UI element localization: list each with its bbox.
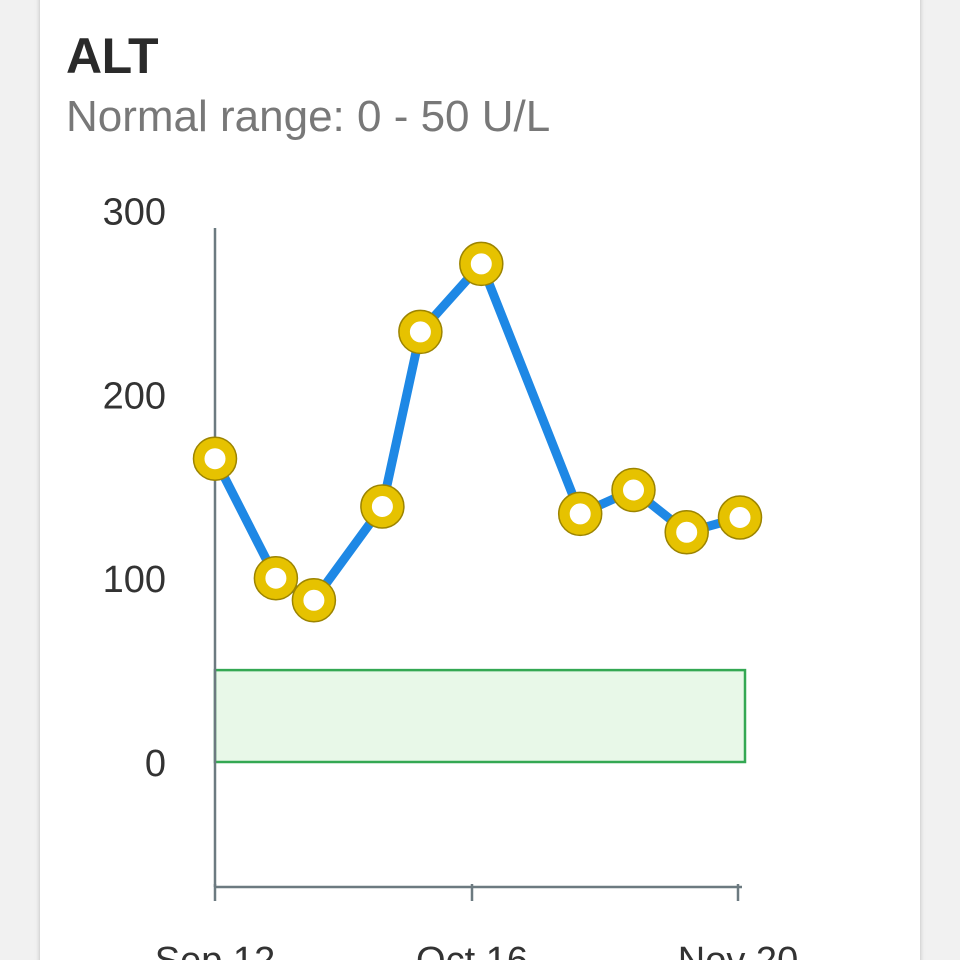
data-point[interactable] (292, 578, 336, 622)
y-tick-labels: 0 100 200 300 (103, 192, 166, 785)
data-point[interactable] (398, 310, 442, 354)
data-point-outline (398, 309, 443, 355)
data-point-outline (291, 578, 337, 623)
data-point-outline (360, 484, 405, 529)
y-tick-label: 300 (103, 192, 166, 234)
series-line (210, 259, 745, 605)
data-point-outline (253, 555, 299, 601)
normal-range-subtitle: Normal range: 0 - 50 U/L (66, 92, 551, 141)
data-point[interactable] (459, 242, 503, 286)
x-tick-label: Sep 12 (155, 940, 275, 960)
data-point-outline (717, 495, 763, 540)
data-point-outline (459, 241, 504, 287)
y-tick-label: 200 (103, 375, 166, 417)
data-point[interactable] (718, 496, 762, 539)
x-tick-label: Oct 16 (416, 940, 528, 960)
x-tick-label: Nov 20 (678, 940, 798, 960)
data-point[interactable] (254, 556, 298, 600)
data-point[interactable] (612, 468, 655, 512)
x-ticks: Sep 12 Oct 16 Nov 20 (155, 884, 798, 960)
alt-line-chart: 0 100 200 300 Sep 12 Oct 16 Nov 20 (103, 192, 799, 960)
data-points (192, 241, 763, 623)
data-point-outline (611, 467, 656, 513)
data-point[interactable] (665, 510, 709, 554)
data-point-outline (664, 510, 709, 555)
normal-range-band (213, 668, 747, 764)
alt-lab-card[interactable]: ALT Normal range: 0 - 50 U/L 0 100 200 300 … (40, 0, 920, 960)
card-title: ALT (66, 28, 158, 84)
data-point[interactable] (360, 485, 404, 528)
data-point[interactable] (558, 492, 602, 536)
data-point-outline (557, 491, 603, 537)
data-point[interactable] (193, 437, 237, 481)
data-point-outline (192, 436, 238, 481)
y-tick-label: 0 (145, 743, 166, 785)
y-tick-label: 100 (103, 559, 166, 601)
